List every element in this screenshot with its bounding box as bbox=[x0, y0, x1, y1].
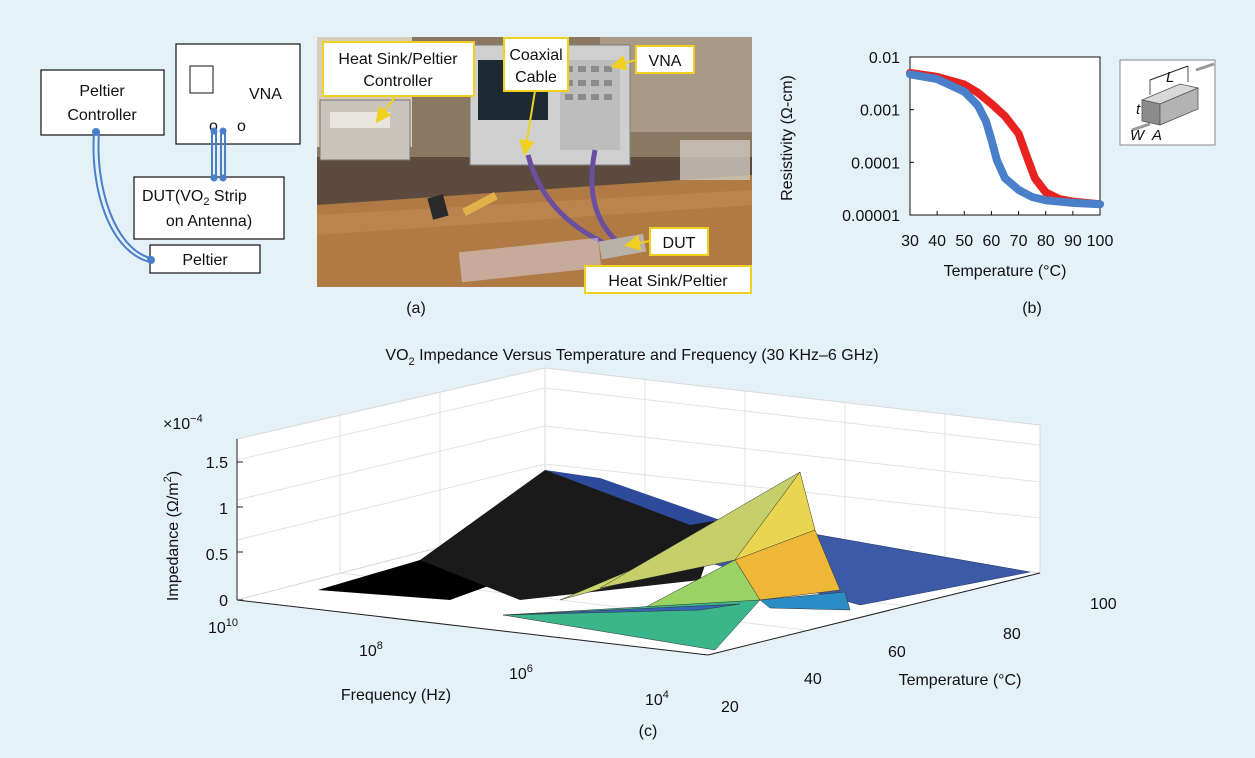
impedance-z-ticks: 0 0.5 1 1.5 bbox=[206, 455, 243, 610]
callout-vna bbox=[635, 45, 695, 74]
peltier-label: Peltier bbox=[182, 252, 228, 269]
callout-heat-sink-peltier-label: Heat Sink/Peltier bbox=[608, 273, 728, 290]
freq-tick-1e8: 108 bbox=[359, 640, 383, 660]
temperature-axis-line bbox=[707, 572, 1041, 656]
resistivity-x-tick-label: 60 bbox=[983, 233, 1001, 250]
callout-coaxial-line1: Coaxial bbox=[509, 47, 562, 64]
resistivity-x-tick-label: 30 bbox=[901, 233, 919, 250]
z-multiplier: ×10−4 bbox=[163, 413, 203, 433]
peltier-controller-box bbox=[40, 69, 165, 136]
callout-heat-sink-controller bbox=[322, 41, 475, 97]
callout-dut bbox=[649, 227, 709, 256]
callout-heat-sink-controller-line1: Heat Sink/Peltier bbox=[338, 51, 458, 68]
resistivity-x-tick-label: 80 bbox=[1037, 233, 1055, 250]
surface-yellow-facet-2 bbox=[599, 471, 801, 589]
resistivity-x-tick-label: 50 bbox=[955, 233, 973, 250]
z-tick-0: 0 bbox=[219, 593, 228, 610]
peltier-cable bbox=[92, 128, 155, 264]
temp-tick-100: 100 bbox=[1090, 596, 1117, 613]
frequency-axis-line bbox=[236, 599, 709, 656]
vna-label: VNA bbox=[249, 86, 282, 103]
callout-coaxial-cable bbox=[503, 37, 569, 92]
coax-connection bbox=[210, 127, 227, 182]
resistivity-chart: 30 40 50 60 70 80 90 100 0.01 0.001 0.0001 0.00001… bbox=[779, 50, 1216, 280]
resistivity-y-tick-label: 0.01 bbox=[869, 50, 900, 67]
surface-cyan-facet bbox=[759, 591, 851, 611]
vna-port-2: o bbox=[237, 118, 246, 135]
impedance-chart-title: VO2 Impedance Versus Temperature and Fre… bbox=[385, 347, 878, 368]
peltier-controller-label-1: Peltier bbox=[79, 83, 125, 100]
surface-blue-facet bbox=[502, 603, 741, 616]
callout-heat-sink-controller-line2: Controller bbox=[363, 73, 433, 90]
dut-box bbox=[133, 176, 285, 240]
impedance-surface-chart: VO2 Impedance Versus Temperature and Fre… bbox=[162, 347, 1117, 716]
temperature-axis-label: Temperature (°C) bbox=[899, 672, 1022, 689]
resistivity-x-ticks: 30 40 50 60 70 80 90 100 bbox=[901, 211, 1113, 250]
freq-tick-1e10: 1010 bbox=[208, 617, 238, 637]
strip-geometry-inset: L t W A bbox=[1119, 59, 1216, 146]
strip-front-face bbox=[1141, 99, 1161, 126]
peltier-controller-label-2: Controller bbox=[67, 107, 137, 124]
photo-callouts: Heat Sink/Peltier Controller Coaxial Cab… bbox=[322, 37, 752, 294]
callout-dut-label: DUT bbox=[663, 235, 696, 252]
vna-box bbox=[175, 43, 301, 145]
temp-tick-20: 20 bbox=[721, 699, 739, 716]
dut-label-1: DUT(VO2 Strip bbox=[142, 188, 247, 208]
temp-tick-80: 80 bbox=[1003, 626, 1021, 643]
panel-b-caption: (b) bbox=[1022, 300, 1042, 317]
inset-label-w: W bbox=[1130, 127, 1146, 144]
z-tick-1: 1 bbox=[219, 501, 228, 518]
frequency-axis-label: Frequency (Hz) bbox=[341, 687, 451, 704]
temperature-ticks: 20 40 60 80 100 bbox=[721, 596, 1117, 716]
resistivity-y-tick-label: 0.0001 bbox=[851, 155, 900, 172]
peltier-box bbox=[149, 244, 261, 274]
resistivity-x-tick-label: 90 bbox=[1064, 233, 1082, 250]
z-tick-0-5: 0.5 bbox=[206, 547, 228, 564]
resistivity-x-tick-label: 100 bbox=[1087, 233, 1114, 250]
vna-screen-icon bbox=[189, 65, 214, 94]
resistivity-y-tick-label: 0.00001 bbox=[842, 208, 900, 225]
resistivity-x-tick-label: 70 bbox=[1010, 233, 1028, 250]
strip-side-face bbox=[1159, 87, 1199, 126]
freq-tick-1e4: 104 bbox=[645, 689, 669, 709]
panel-c-caption: (c) bbox=[639, 723, 658, 740]
inset-label-l: L bbox=[1166, 69, 1174, 86]
resistivity-blue-curve bbox=[906, 70, 1104, 209]
temp-tick-40: 40 bbox=[804, 671, 822, 688]
freq-tick-1e6: 106 bbox=[509, 663, 533, 683]
panel-a-caption: (a) bbox=[406, 300, 426, 317]
callout-vna-label: VNA bbox=[649, 53, 682, 70]
dut-label-2: on Antenna) bbox=[166, 213, 252, 230]
resistivity-x-tick-label: 40 bbox=[928, 233, 946, 250]
resistivity-series bbox=[906, 68, 1104, 209]
impedance-z-axis-label: Impedance (Ω/m2) bbox=[162, 471, 182, 601]
callout-coaxial-line2: Cable bbox=[515, 69, 557, 86]
inset-label-a: A bbox=[1151, 127, 1162, 144]
resistivity-y-axis-label: Resistivity (Ω-cm) bbox=[779, 75, 796, 201]
resistivity-y-tick-label: 0.001 bbox=[860, 103, 900, 120]
vna-port-1: o bbox=[209, 118, 218, 135]
resistivity-y-ticks: 0.01 0.001 0.0001 0.00001 bbox=[842, 50, 914, 225]
surface-blue-ridge bbox=[545, 470, 720, 525]
temp-tick-60: 60 bbox=[888, 644, 906, 661]
resistivity-x-axis-label: Temperature (°C) bbox=[944, 263, 1067, 280]
inset-label-t: t bbox=[1136, 101, 1141, 118]
z-tick-1-5: 1.5 bbox=[206, 455, 228, 472]
setup-diagram: Peltier Controller VNA o o DUT(VO2 Strip… bbox=[40, 43, 301, 274]
impedance-surface bbox=[318, 470, 1031, 651]
frequency-ticks: 1010 108 106 104 bbox=[208, 617, 669, 709]
callout-heat-sink-peltier bbox=[584, 265, 752, 294]
